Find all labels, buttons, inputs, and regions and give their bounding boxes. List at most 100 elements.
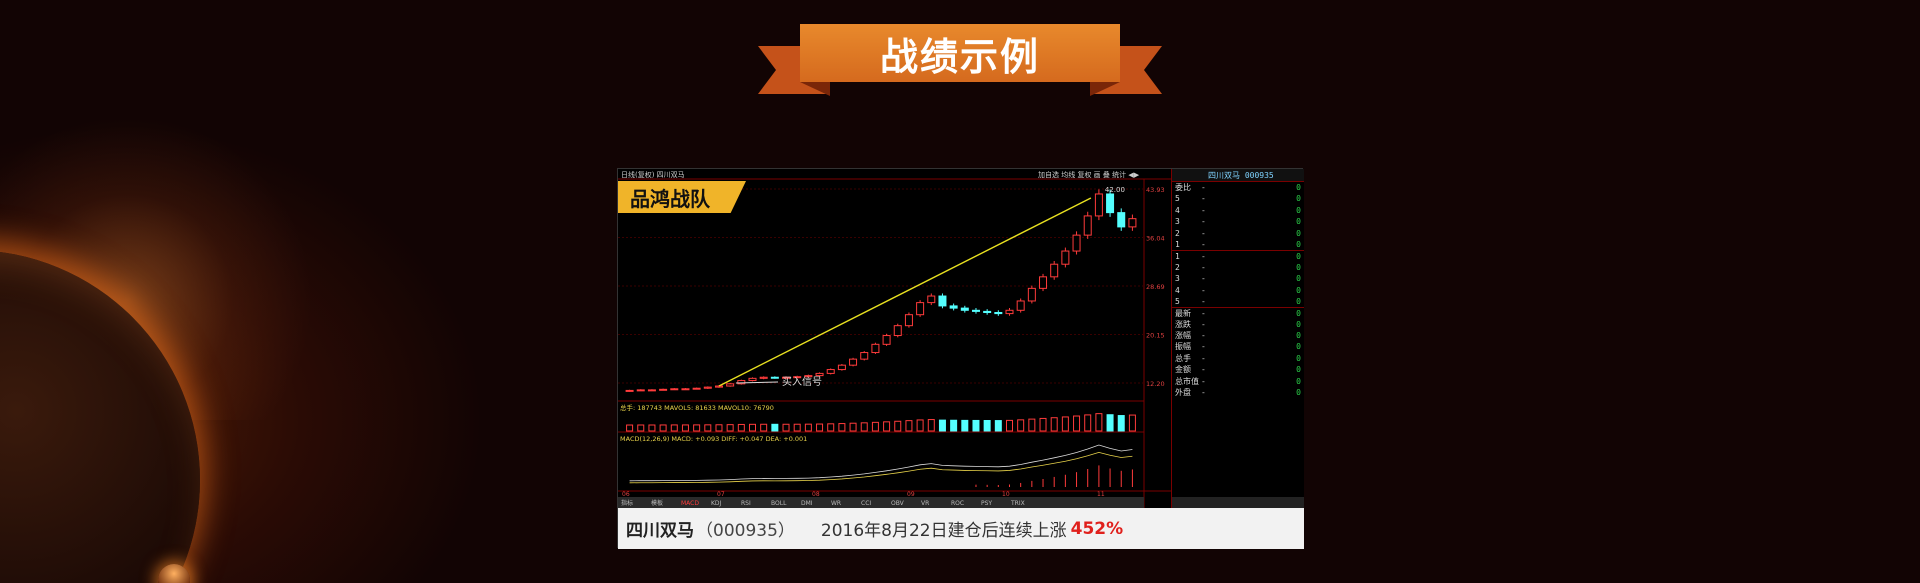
candle [670, 388, 679, 391]
volume-bar [905, 420, 913, 432]
quote-row-label: 最新 [1175, 309, 1191, 319]
candle [726, 383, 735, 387]
quote-row: 2-0 [1175, 262, 1301, 272]
candle [804, 375, 813, 378]
volume-bar [860, 422, 868, 432]
price-tick-label: 12.20 [1146, 380, 1165, 388]
price-tick-label: 28.69 [1146, 283, 1165, 291]
volume-bar [1095, 413, 1103, 432]
quote-row: 4-0 [1175, 285, 1301, 295]
volume-bar [771, 423, 779, 432]
volume-bar [715, 424, 723, 432]
volume-bar [838, 423, 846, 432]
candle [871, 343, 880, 354]
indicator-tab[interactable]: MACD [681, 500, 699, 507]
candle [1016, 300, 1025, 311]
volume-bar [1117, 415, 1125, 432]
candle [782, 376, 791, 379]
volume-bar [1039, 417, 1047, 432]
quote-row-label: 金额 [1175, 365, 1191, 375]
peak-price-label: 42.00 [1105, 186, 1125, 194]
candle [636, 389, 645, 392]
volume-bar [1050, 417, 1058, 432]
indicator-tab[interactable]: VR [921, 500, 929, 507]
volume-bar [871, 421, 879, 432]
candle [938, 295, 947, 307]
chart-topbar-right: 加自选 均线 复权 画 叠 统计 ◀▶ [1038, 170, 1140, 179]
volume-bar [983, 420, 991, 432]
candle [625, 389, 634, 392]
quote-row-label: 3 [1175, 217, 1180, 227]
quote-row-label: 总市值 [1175, 376, 1199, 386]
indicator-tab[interactable]: BOLL [771, 500, 787, 507]
indicator-tab[interactable]: 模板 [651, 499, 663, 507]
price-tick-label: 43.93 [1146, 186, 1165, 194]
result-description: 2016年8月22日建仓后连续上涨 [820, 521, 1067, 541]
candle [737, 380, 746, 385]
candle [882, 335, 891, 345]
volume-bar [737, 423, 745, 432]
volume-bar [1017, 419, 1025, 432]
date-tick-label: 09 [907, 491, 915, 498]
indicator-tab[interactable]: KDJ [711, 500, 722, 507]
candle [971, 309, 980, 312]
moon-decoration [158, 564, 190, 583]
diff-line [629, 444, 1133, 482]
price-tick-label: 36.04 [1146, 235, 1165, 243]
team-badge: 品鸿战队 [618, 181, 746, 213]
quote-row: 1-0 [1175, 239, 1301, 249]
quote-row-label: 5 [1175, 296, 1180, 306]
example-panel: 日线(复权) 四川双马 加自选 均线 复权 画 叠 统计 ◀▶ 43.93 36.… [617, 168, 1304, 549]
candle [994, 311, 1003, 315]
volume-bar [961, 419, 969, 432]
candle [793, 376, 802, 379]
volume-bar [782, 423, 790, 432]
result-caption: 四川双马 （000935） 2016年8月22日建仓后连续上涨 452% [618, 508, 1304, 549]
volume-bar [1128, 414, 1136, 432]
quote-row: 3-0 [1175, 217, 1301, 227]
candle [1050, 263, 1059, 278]
quote-row: 1-0 [1172, 250, 1304, 261]
candle [960, 307, 969, 311]
indicator-tab[interactable]: ROC [951, 500, 964, 507]
volume-bar [1106, 414, 1114, 432]
quote-row: 金额 -0 [1175, 365, 1301, 375]
quote-row: 2-0 [1175, 228, 1301, 238]
quote-row-label: 3 [1175, 274, 1180, 284]
price-tick-label: 20.15 [1146, 332, 1165, 340]
quote-row-label: 涨幅 [1175, 331, 1191, 341]
candle [826, 369, 835, 374]
candle [748, 377, 757, 382]
candle [849, 358, 858, 366]
volume-bar [760, 423, 768, 432]
quote-row-label: 涨跌 [1175, 319, 1191, 329]
candle [1083, 215, 1092, 236]
volume-bar [626, 424, 634, 432]
candle [659, 388, 668, 391]
volume-bar [704, 424, 712, 432]
quote-row: 委比 -0 [1175, 183, 1301, 192]
quote-row: 外盘 -0 [1175, 388, 1301, 398]
date-tick-label: 11 [1097, 491, 1105, 498]
indicator-tab[interactable]: RSI [741, 500, 751, 507]
title-ribbon: 战绩示例 [758, 24, 1162, 108]
candle [860, 352, 869, 360]
quote-row: 总市值 -0 [1175, 376, 1301, 386]
indicator-tab[interactable]: 指标 [621, 499, 633, 507]
candle [692, 387, 701, 390]
buy-signal-arrow [735, 381, 779, 384]
volume-bar [972, 419, 980, 432]
indicator-tab[interactable]: PSY [981, 500, 992, 507]
stock-chart-screenshot: 日线(复权) 四川双马 加自选 均线 复权 画 叠 统计 ◀▶ 43.93 36.… [618, 169, 1304, 508]
candle [815, 372, 824, 377]
volume-bar [938, 419, 946, 432]
indicator-tab[interactable]: WR [831, 500, 841, 507]
candle [647, 389, 656, 392]
kline-chart: 日线(复权) 四川双马 加自选 均线 复权 画 叠 统计 ◀▶ 43.93 36.… [618, 169, 1171, 508]
volume-bar [749, 423, 756, 432]
indicator-tab[interactable]: OBV [891, 500, 905, 507]
indicator-tab[interactable]: DMI [801, 500, 813, 507]
indicator-tab[interactable]: TRIX [1010, 500, 1025, 507]
date-tick-label: 08 [812, 491, 820, 498]
indicator-tab[interactable]: CCI [861, 500, 871, 507]
